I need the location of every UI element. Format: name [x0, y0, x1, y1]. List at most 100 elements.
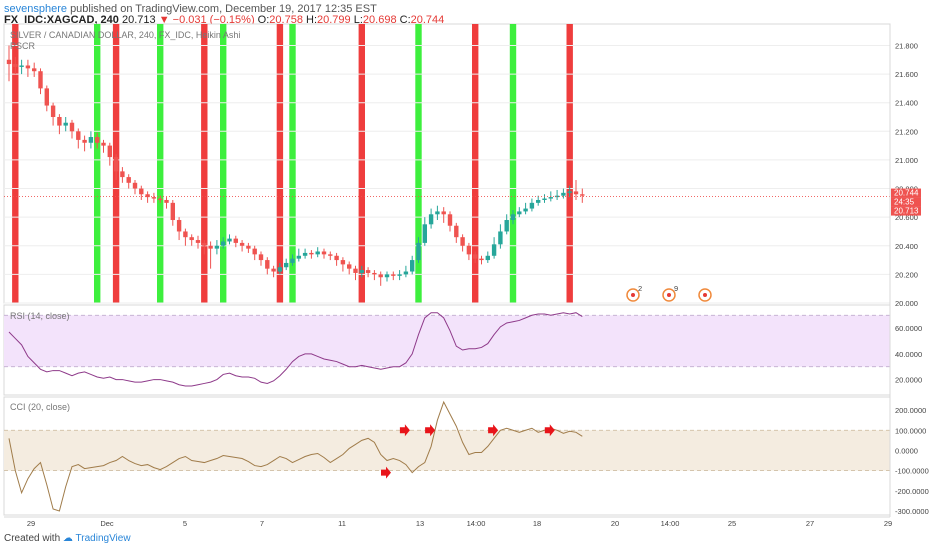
- candle-body: [195, 240, 201, 243]
- candle-body: [517, 211, 522, 215]
- candle-body: [50, 105, 56, 117]
- candle-body: [290, 258, 295, 263]
- candle-body: [158, 198, 163, 200]
- candle-body: [410, 260, 415, 272]
- candle-body: [183, 231, 188, 238]
- candle-body: [57, 117, 62, 126]
- candle-body: [315, 251, 320, 255]
- signal-arrow-icon: [488, 424, 499, 437]
- x-tick-label: 14:00: [467, 519, 486, 528]
- main-pane-frame: [3, 23, 891, 304]
- price-label-countdown-bg: [891, 197, 921, 207]
- rsi-tick-label: 40.0000: [895, 350, 922, 359]
- candle-body: [132, 182, 138, 189]
- cci-tick-label: -100.0000: [895, 467, 929, 476]
- candle-body: [460, 237, 465, 246]
- y-tick-label: 21.000: [895, 156, 918, 165]
- candle-body: [529, 202, 535, 209]
- candle-body: [38, 71, 43, 89]
- event-badge-dot: [667, 293, 671, 297]
- main-pane-title: SILVER / CANADIAN DOLLAR, 240, FX_IDC, H…: [10, 30, 241, 40]
- candle-body: [561, 192, 566, 196]
- signal-band-red: [358, 24, 365, 303]
- candle-body: [82, 139, 87, 143]
- signal-band-red: [472, 24, 479, 303]
- event-badge-dot: [631, 293, 635, 297]
- candle-body: [145, 194, 150, 198]
- close-value: 20.744: [410, 14, 445, 26]
- cci-tick-label: 100.0000: [895, 426, 926, 435]
- candle-body: [542, 198, 547, 200]
- candle-body: [473, 254, 478, 259]
- rsi-line: [8, 312, 583, 387]
- candle-body: [466, 245, 472, 255]
- candle-body: [126, 177, 131, 183]
- cci-tick-label: 0.0000: [895, 446, 918, 455]
- signal-band-red: [201, 24, 208, 303]
- candle-body: [265, 260, 270, 269]
- tradingview-logo-icon: ☁: [62, 533, 73, 544]
- candle-body: [328, 254, 333, 256]
- candle-body: [372, 272, 377, 275]
- y-tick-label: 20.600: [895, 213, 918, 222]
- signal-arrow-icon: [425, 424, 436, 437]
- candle-body: [296, 255, 301, 259]
- candle-body: [139, 188, 144, 195]
- candle-body: [479, 258, 484, 261]
- candle-body: [309, 252, 314, 255]
- candle-body: [277, 267, 283, 272]
- cci-tick-label: -200.0000: [895, 487, 929, 496]
- candle-body: [170, 202, 175, 221]
- price-label-countdown: 24:35: [894, 198, 915, 207]
- candle-body: [101, 142, 106, 146]
- x-tick-label: Dec: [100, 519, 114, 528]
- x-tick-label: 27: [806, 519, 814, 528]
- y-tick-label: 21.200: [895, 127, 918, 136]
- signal-band-green: [94, 24, 101, 303]
- x-tick-label: 29: [884, 519, 892, 528]
- candle-body: [536, 199, 541, 203]
- candle-body: [176, 220, 182, 232]
- candle-body: [202, 242, 207, 246]
- y-tick-label: 21.800: [895, 41, 918, 50]
- candle-body: [554, 195, 560, 198]
- candle-body: [214, 245, 220, 249]
- candle-body: [233, 238, 238, 243]
- last-price: 20.713: [121, 14, 156, 26]
- cci-line: [8, 400, 583, 512]
- x-tick-label: 5: [183, 519, 187, 528]
- candle-body: [107, 145, 112, 158]
- candle-body: [258, 254, 264, 261]
- signal-band-green: [415, 24, 422, 303]
- rsi-tick-label: 20.0000: [895, 376, 922, 385]
- open-value: 20.758: [269, 14, 303, 26]
- x-tick-label: 7: [260, 519, 264, 528]
- candle-body: [302, 252, 308, 256]
- ohlc-line: FX_IDC:XAGCAD, 240 20.713 ▼ −0.031 (−0.1…: [4, 14, 444, 26]
- candle-body: [567, 191, 572, 193]
- candle-body: [252, 248, 257, 255]
- rsi-pane-title: RSI (14, close): [10, 311, 70, 321]
- candle-body: [580, 194, 585, 196]
- candle-body: [334, 255, 339, 261]
- candle-body: [428, 214, 434, 225]
- cci-pane-title: CCI (20, close): [10, 402, 71, 412]
- open-label: O:: [257, 14, 270, 26]
- footer: Created with ☁ TradingView: [4, 533, 131, 544]
- tradingview-brand[interactable]: TradingView: [75, 533, 131, 544]
- candle-body: [384, 274, 390, 278]
- candle-body: [422, 224, 427, 243]
- candle-body: [504, 220, 509, 232]
- signal-band-red: [566, 24, 573, 303]
- candle-body: [25, 65, 31, 69]
- candle-body: [208, 245, 213, 249]
- candle-body: [416, 242, 421, 261]
- candle-body: [523, 208, 528, 212]
- candle-body: [340, 260, 346, 265]
- low-label: L:: [353, 14, 363, 26]
- candle-body: [403, 271, 409, 275]
- publisher-name[interactable]: sevensphere: [4, 3, 67, 15]
- x-tick-label: 14:00: [661, 519, 680, 528]
- candle-body: [397, 274, 402, 276]
